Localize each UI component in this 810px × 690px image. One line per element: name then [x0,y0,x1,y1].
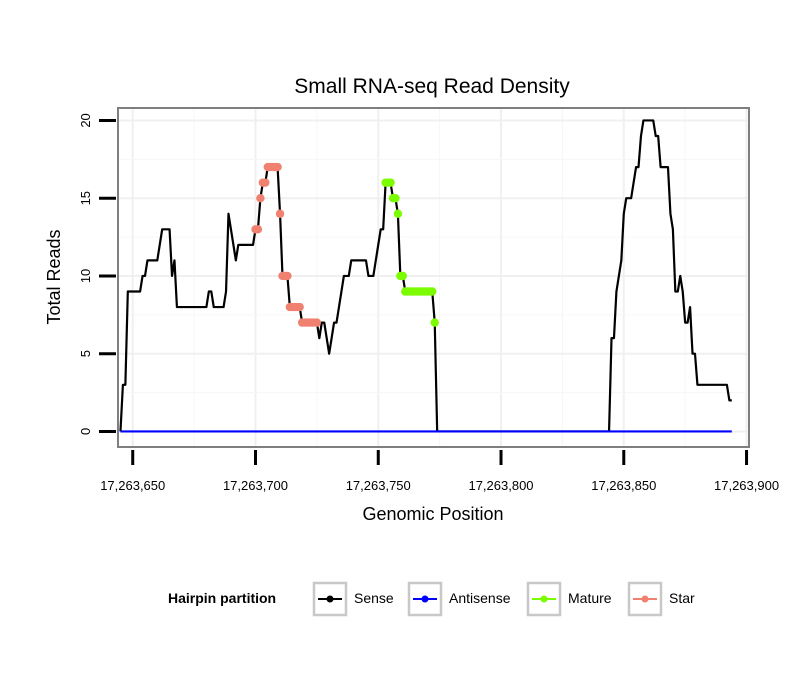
data-point-star [295,302,304,312]
x-axis: 17,263,650 17,263,700 17,263,750 17,263,800… [100,450,779,493]
plot-border [117,107,750,448]
data-point-mature [430,318,439,327]
legend-item-star: Star [627,581,695,617]
data-point-star [275,209,285,218]
y-axis-title: Total Reads [44,229,64,324]
legend-key-marker [421,595,429,603]
series-sense [119,119,732,433]
data-point-star [273,162,282,172]
x-tick-label: 17,263,900 [714,478,779,493]
legend-item-mature: Mature [526,581,612,617]
data-point-star [261,178,270,187]
x-tick-label: 17,263,850 [591,478,656,493]
data-point-mature [398,271,408,281]
legend-key-marker [326,595,334,603]
legend-key-marker [540,595,548,603]
data-point-mature [391,193,400,203]
legend-label: Star [669,590,695,606]
y-tick-label: 5 [78,350,93,357]
legend-item-antisense: Antisense [407,581,511,617]
legend-key-marker [641,595,649,603]
data-point-star [312,318,322,327]
data-point-star [283,271,292,281]
legend: Hairpin partition Sense Antisense Mature St… [168,581,695,617]
x-axis-title: Genomic Position [362,504,503,524]
x-tick-label: 17,263,650 [100,478,165,493]
data-point-star [256,193,265,203]
series-layer [119,119,732,433]
y-tick-label: 10 [78,269,93,283]
legend-label: Antisense [449,590,511,606]
data-point-mature [428,287,437,296]
y-tick-label: 0 [78,428,93,435]
y-tick-label: 20 [78,113,93,127]
plot-background [118,108,749,447]
x-tick-label: 17,263,800 [468,478,533,493]
legend-item-sense: Sense [312,581,394,617]
data-point-mature [386,178,395,187]
data-point-star [253,225,263,234]
series-line-sense [119,119,732,433]
series-star [251,162,322,327]
y-tick-label: 15 [78,191,93,205]
series-mature [381,178,439,327]
data-point-mature [393,209,403,218]
x-tick-label: 17,263,750 [346,478,411,493]
legend-label: Mature [568,590,612,606]
chart-title: Small RNA-seq Read Density [294,75,570,98]
legend-label: Sense [354,590,394,606]
x-tick-label: 17,263,700 [223,478,288,493]
legend-title: Hairpin partition [168,590,276,606]
y-axis: 0 5 10 15 20 [78,113,116,435]
